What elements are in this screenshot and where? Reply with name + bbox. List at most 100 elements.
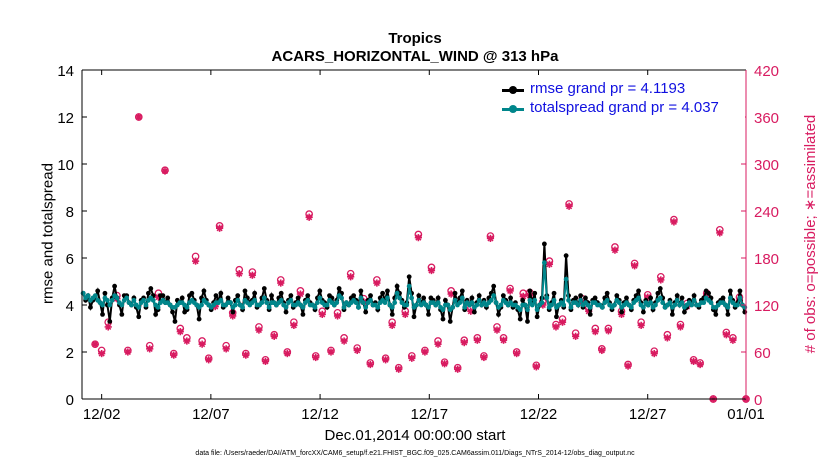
rmse-point: [674, 293, 680, 298]
obs-assimilated-marker: [657, 276, 665, 284]
plot-background: [82, 70, 746, 399]
legend: rmse grand pr = 4.1193 totalspread grand…: [500, 80, 745, 118]
rmse-point: [500, 293, 506, 298]
totalspread-point: [264, 300, 270, 306]
totalspread-point: [143, 302, 149, 308]
totalspread-point: [259, 300, 265, 306]
obs-assimilated-marker: [290, 321, 298, 329]
totalspread-point: [532, 297, 538, 303]
rmse-point: [459, 288, 465, 294]
obs-assimilated-marker: [248, 271, 256, 279]
rmse-point: [278, 290, 284, 296]
rmse-point: [682, 309, 687, 315]
rmse-point: [230, 309, 236, 315]
rmse-point: [541, 241, 547, 247]
rmse-point: [363, 309, 369, 315]
totalspread-point: [375, 304, 381, 310]
totalspread-point: [85, 293, 91, 298]
y-left-tick-label: 4: [66, 298, 74, 315]
totalspread-point: [587, 304, 593, 310]
rmse-point: [305, 293, 311, 298]
rmse-point: [517, 316, 523, 322]
totalspread-point: [657, 295, 663, 301]
rmse-point: [189, 290, 195, 296]
totalspread-point: [131, 297, 137, 303]
obs-assimilated-marker: [242, 351, 250, 359]
totalspread-point: [488, 297, 494, 303]
obs-assimilated-marker: [499, 336, 508, 344]
totalspread-point: [534, 307, 540, 313]
rmse-point: [201, 288, 207, 294]
obs-assimilated-marker: [305, 213, 313, 221]
totalspread-point: [394, 290, 400, 296]
rmse-point: [426, 312, 431, 317]
rmse-point: [447, 319, 453, 324]
rmse-point: [196, 316, 202, 322]
obs-assimilated-marker: [611, 246, 619, 254]
legend-label-rmse: rmse grand pr = 4.1193: [530, 80, 686, 97]
totalspread-point: [691, 297, 697, 303]
rmse-point: [146, 290, 151, 296]
obs-assimilated-marker: [198, 340, 206, 348]
rmse-point: [380, 290, 386, 296]
rmse-point: [389, 312, 395, 317]
totalspread-point: [385, 295, 390, 301]
totalspread-point: [735, 302, 740, 308]
rmse-point: [153, 312, 159, 317]
totalspread-point: [107, 302, 113, 308]
totalspread-point: [261, 295, 267, 301]
obs-assimilated-marker: [572, 332, 580, 340]
y-right-tick-label: 360: [754, 110, 779, 127]
totalspread-point: [551, 297, 557, 303]
totalspread-point: [315, 300, 320, 306]
rmse-point: [170, 309, 175, 315]
obs-assimilated-marker: [277, 279, 285, 287]
legend-item-rmse: rmse grand pr = 4.1193: [500, 80, 745, 99]
totalspread-point: [119, 302, 125, 308]
rmse-point: [172, 319, 178, 324]
rmse-point: [100, 312, 105, 317]
totalspread-point: [575, 302, 581, 308]
totalspread-point: [317, 295, 323, 301]
totalspread-point: [389, 304, 395, 310]
rmse-point: [669, 312, 675, 317]
x-tick-label: 12/17: [411, 406, 449, 423]
obs-assimilated-marker: [696, 360, 704, 369]
rmse-point: [442, 297, 448, 303]
legend-marker-rmse: [509, 86, 517, 94]
totalspread-point: [324, 302, 330, 308]
totalspread-point: [341, 304, 347, 310]
obs-assimilated-marker: [270, 332, 278, 340]
totalspread-point: [527, 297, 533, 303]
totalspread-point: [599, 304, 605, 310]
data-file-footnote: data file: /Users/raeder/DAI/ATM_forcXX/…: [195, 450, 635, 457]
obs-assimilated-marker: [318, 310, 326, 318]
chart-subtitle: ACARS_HORIZONTAL_WIND @ 313 hPa: [271, 48, 559, 65]
rmse-point: [624, 295, 629, 301]
obs-assimilated-marker: [722, 331, 730, 339]
totalspread-point: [356, 304, 361, 310]
totalspread-point: [525, 307, 530, 313]
rmse-point: [520, 297, 526, 303]
rmse-point: [288, 293, 294, 298]
obs-assimilated-marker: [434, 340, 442, 348]
totalspread-point: [252, 297, 258, 303]
obs-assimilated-marker: [205, 356, 213, 364]
obs-assimilated-marker: [676, 323, 685, 331]
rmse-point: [713, 312, 719, 317]
obs-assimilated-marker: [191, 257, 200, 265]
rmse-point: [119, 312, 125, 317]
rmse-point: [411, 314, 417, 320]
rmse-point: [394, 283, 400, 289]
rmse-point: [648, 295, 654, 301]
rmse-point: [179, 295, 185, 301]
obs-assimilated-marker: [506, 287, 514, 295]
obs-assimilated-marker: [146, 345, 154, 353]
obs-assimilated-marker: [283, 349, 291, 358]
obs-assimilated-marker: [545, 260, 554, 268]
totalspread-point: [491, 293, 497, 298]
rmse-point: [336, 286, 342, 291]
totalspread-point: [689, 302, 695, 308]
totalspread-point: [360, 300, 366, 306]
obs-assimilated-marker: [716, 229, 724, 237]
